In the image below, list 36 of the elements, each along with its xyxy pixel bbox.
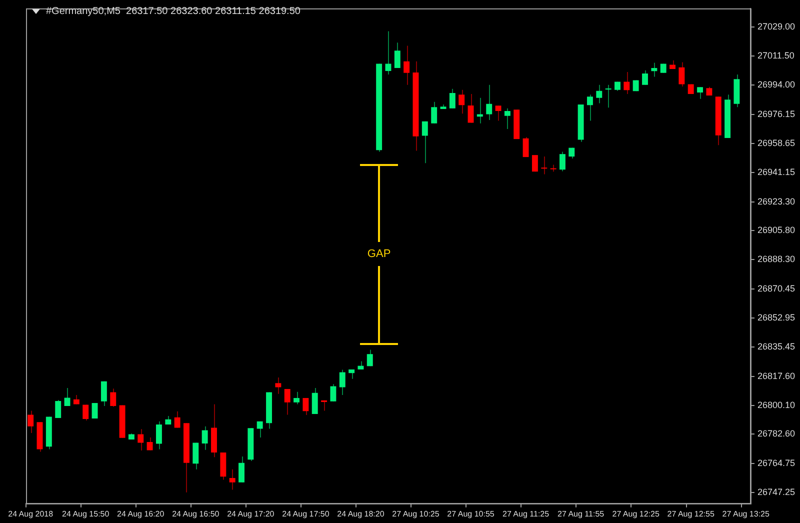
x-tick-label: 27 Aug 11:25 <box>502 509 550 518</box>
y-tick-label: 26994.00 <box>757 80 796 90</box>
y-tick-label: 26976.15 <box>757 109 796 120</box>
x-tick-label: 27 Aug 10:25 <box>392 509 440 518</box>
y-tick-label: 26817.60 <box>757 370 796 381</box>
candlestick <box>660 63 666 74</box>
y-tick-label: 26835.45 <box>757 341 796 352</box>
y-tick-label: 26800.10 <box>757 400 796 410</box>
x-tick-label: 24 Aug 2018 <box>8 509 54 518</box>
candlestick <box>532 154 538 172</box>
x-tick-label: 24 Aug 17:20 <box>227 509 275 518</box>
x-tick-label: 24 Aug 18:20 <box>337 509 385 518</box>
candlestick <box>688 84 694 94</box>
x-tick-label: 27 Aug 12:55 <box>667 509 715 518</box>
x-tick-label: 24 Aug 16:20 <box>117 509 165 518</box>
y-tick-label: 26958.65 <box>757 138 796 148</box>
y-tick-label: 26747.25 <box>757 487 796 498</box>
y-tick-label: 27011.50 <box>757 50 794 61</box>
y-tick-label: 26852.95 <box>757 312 796 322</box>
x-tick-label: 27 Aug 11:55 <box>558 509 605 518</box>
y-tick-label: 26905.80 <box>757 225 796 236</box>
annotation: GAP <box>367 248 391 260</box>
y-tick-label: 26782.60 <box>757 428 796 439</box>
y-tick-label: 26764.75 <box>757 458 796 468</box>
y-tick-label: 26870.45 <box>757 284 796 294</box>
chart-title: #Germany50,M5 26317.50 26323.60 26311.15 26319.50 <box>46 6 300 17</box>
x-tick-label: 24 Aug 15:50 <box>62 509 110 518</box>
x-tick-label: 24 Aug 17:50 <box>282 509 330 518</box>
y-tick-label: 26923.30 <box>757 196 796 206</box>
y-tick-label: 26941.15 <box>757 166 796 177</box>
x-tick-label: 27 Aug 12:25 <box>612 509 660 518</box>
x-tick-label: 27 Aug 13:25 <box>722 509 770 518</box>
x-tick-label: 24 Aug 16:50 <box>172 509 220 518</box>
y-tick-label: 27029.00 <box>757 22 796 32</box>
y-tick-label: 26888.30 <box>757 254 796 264</box>
x-tick-label: 27 Aug 10:55 <box>447 509 495 518</box>
